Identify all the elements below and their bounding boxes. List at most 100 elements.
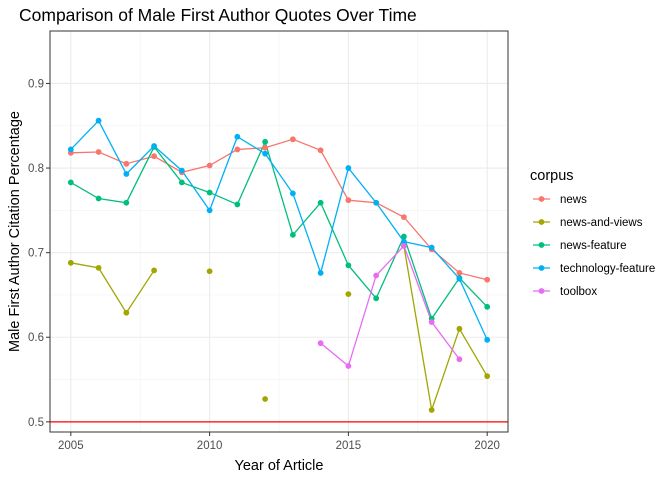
x-tick-label: 2020	[474, 440, 500, 452]
legend-key-point	[538, 265, 545, 271]
data-point-technology-feature	[262, 150, 269, 157]
data-point-news	[234, 146, 241, 153]
data-point-news-feature	[289, 231, 296, 238]
data-point-news-feature	[401, 233, 407, 240]
data-point-news	[262, 144, 269, 151]
data-point-technology-feature	[95, 117, 102, 124]
legend-key-point	[538, 288, 545, 294]
data-point-news-feature	[206, 189, 213, 196]
data-point-news	[345, 197, 352, 204]
series-line-news-and-views	[403, 245, 488, 411]
series-line-technology-feature	[70, 119, 488, 341]
legend-title: corpus	[530, 168, 574, 184]
data-point-news-and-views	[262, 396, 269, 402]
data-point-technology-feature	[373, 199, 380, 206]
y-tick-label: 0.5	[28, 417, 44, 429]
legend-item-news-and-views: news-and-views	[533, 217, 643, 229]
data-point-technology-feature	[289, 190, 296, 197]
y-tick-label: 0.7	[28, 248, 44, 260]
y-axis: 0.5 0.6 0.7 0.8 0.9	[28, 78, 50, 429]
data-point-technology-feature	[67, 146, 74, 153]
data-point-news-feature	[317, 199, 324, 206]
data-point-news	[151, 153, 157, 160]
legend-label: news-feature	[560, 240, 626, 252]
legend-key-point	[538, 196, 545, 202]
y-axis-title: Male First Author Citation Percentage	[7, 111, 23, 352]
data-point-news-and-views	[456, 325, 463, 332]
chart-title: Comparison of Male First Author Quotes O…	[19, 5, 417, 25]
data-point-technology-feature	[345, 165, 352, 171]
data-point-technology-feature	[456, 275, 463, 282]
data-point-technology-feature	[123, 171, 130, 177]
data-point-news-feature	[262, 138, 269, 145]
data-point-news-and-views	[151, 267, 157, 274]
data-point-technology-feature	[401, 238, 407, 245]
data-point-news-feature	[373, 295, 380, 302]
data-point-technology-feature	[151, 143, 157, 149]
data-point-news-and-views	[206, 268, 213, 275]
legend-item-toolbox: toolbox	[533, 286, 597, 298]
data-point-toolbox	[428, 319, 435, 325]
data-point-news-feature	[345, 262, 352, 269]
series-line-news-feature	[70, 139, 488, 321]
data-point-news	[317, 147, 324, 154]
data-point-toolbox	[317, 340, 324, 347]
legend-label: technology-feature	[560, 263, 655, 275]
x-tick-label: 2010	[197, 440, 223, 452]
data-point-toolbox	[456, 356, 463, 363]
data-point-technology-feature	[234, 133, 241, 140]
series-lines	[70, 119, 488, 411]
legend-label: news	[560, 194, 587, 206]
legend-item-news: news	[533, 194, 587, 206]
data-point-news	[123, 160, 130, 167]
x-axis: 2005 2010 2015 2020	[58, 432, 500, 452]
data-point-news	[401, 214, 407, 221]
data-point-toolbox	[401, 242, 407, 249]
series-line-toolbox	[320, 244, 460, 368]
data-point-technology-feature	[178, 167, 185, 174]
data-point-technology-feature	[484, 336, 491, 343]
plot-panel	[49, 30, 509, 433]
y-tick-label: 0.8	[28, 163, 44, 175]
data-point-technology-feature	[206, 207, 213, 214]
data-point-news-feature	[234, 201, 241, 208]
legend: corpus news news-and-views news-feature tec…	[530, 168, 655, 298]
data-point-news	[95, 149, 102, 155]
data-point-news-feature	[123, 199, 130, 206]
data-point-news-feature	[484, 303, 491, 310]
y-tick-label: 0.6	[28, 332, 44, 344]
data-point-news-feature	[178, 179, 185, 186]
x-tick-label: 2015	[336, 440, 362, 452]
data-point-news-and-views	[428, 407, 435, 413]
data-point-news-feature	[95, 195, 102, 202]
series-points	[67, 117, 491, 413]
legend-label: toolbox	[560, 286, 597, 298]
data-point-toolbox	[373, 272, 380, 279]
data-point-news-and-views	[95, 264, 102, 271]
x-axis-title: Year of Article	[235, 458, 324, 474]
data-point-technology-feature	[317, 270, 324, 276]
data-point-news-and-views	[67, 259, 74, 266]
legend-item-news-feature: news-feature	[533, 240, 626, 252]
minor-gridlines	[50, 31, 508, 432]
data-point-news	[484, 276, 491, 283]
data-point-toolbox	[345, 363, 352, 369]
data-point-news-and-views	[123, 309, 130, 316]
legend-key-point	[538, 242, 545, 248]
series-line-news-and-views	[70, 262, 155, 314]
panel-border	[49, 30, 509, 433]
x-tick-label: 2005	[58, 440, 84, 452]
data-point-news	[206, 162, 213, 169]
y-tick-label: 0.9	[28, 78, 44, 90]
legend-key-point	[538, 219, 545, 225]
data-point-news-and-views	[484, 373, 491, 380]
data-point-news-feature	[67, 179, 74, 186]
legend-item-technology-feature: technology-feature	[533, 263, 655, 275]
legend-items: news news-and-views news-feature technology…	[533, 194, 655, 298]
data-point-news	[456, 270, 463, 276]
data-point-news	[289, 136, 296, 143]
legend-label: news-and-views	[560, 217, 643, 229]
data-point-technology-feature	[428, 244, 435, 251]
data-point-news-and-views	[345, 291, 352, 297]
